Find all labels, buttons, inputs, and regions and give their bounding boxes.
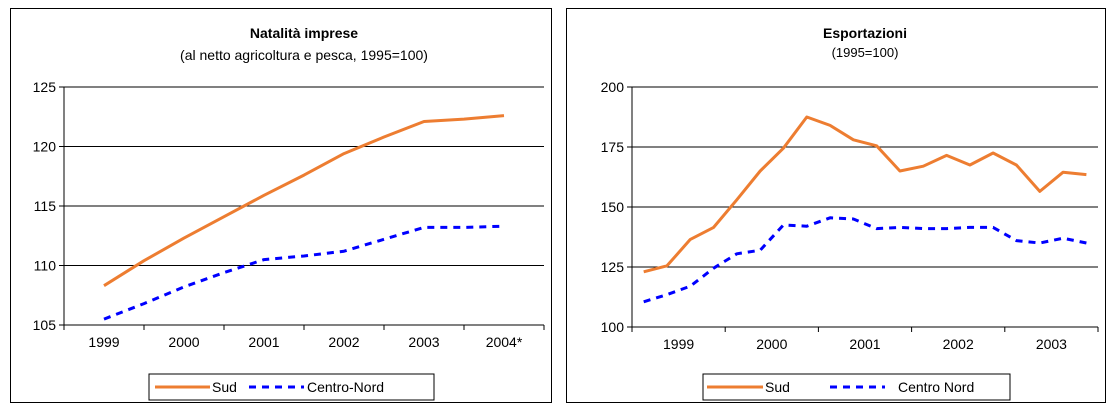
x-tick-label: 2003 [408, 334, 439, 350]
esportazioni-chart: Esportazioni (1995=100) 100 125 150 175 200 199… [601, 25, 1099, 401]
x-tick-label: 2002 [328, 334, 359, 350]
y-tick-label: 125 [33, 79, 57, 95]
legend-label: Sud [765, 379, 790, 395]
x-tick-label: 2000 [756, 336, 787, 352]
legend-label: Centro Nord [898, 379, 974, 395]
legend-label: Centro-Nord [307, 379, 384, 395]
x-tick-label: 2000 [168, 334, 199, 350]
series-line-centro-nord [643, 216, 1087, 304]
y-tick-label: 110 [34, 258, 57, 274]
natalita-chart-panel: Natalità imprese (al netto agricoltura e … [10, 8, 552, 403]
esportazioni-chart-panel: Esportazioni (1995=100) 100 125 150 175 200 199… [566, 8, 1106, 403]
x-tick-label: 2004* [486, 334, 523, 350]
x-tick-label: 2001 [849, 336, 880, 352]
chart-subtitle: (al netto agricoltura e pesca, 1995=100) [180, 47, 428, 63]
chart-subtitle: (1995=100) [832, 45, 899, 60]
chart-title: Esportazioni [823, 25, 907, 41]
x-tick-label: 1999 [88, 334, 119, 350]
y-tick-label: 125 [601, 259, 625, 275]
x-tick-label: 2002 [943, 336, 974, 352]
series-line-sud [643, 115, 1087, 274]
y-tick-label: 200 [601, 79, 625, 95]
natalita-chart: Natalità imprese (al netto agricoltura e … [33, 25, 545, 401]
y-tick-label: 105 [33, 317, 57, 333]
legend-label: Sud [212, 379, 237, 395]
y-tick-label: 120 [33, 139, 57, 155]
x-tick-label: 2001 [248, 334, 279, 350]
y-tick-label: 100 [601, 319, 625, 335]
y-tick-label: 175 [601, 139, 625, 155]
x-tick-label: 1999 [663, 336, 694, 352]
series-line-sud [103, 114, 505, 287]
x-tick-label: 2003 [1036, 336, 1067, 352]
y-tick-label: 115 [34, 198, 57, 214]
y-tick-label: 150 [601, 199, 625, 215]
chart-title: Natalità imprese [250, 25, 358, 41]
series-line-centro-nord [103, 224, 505, 321]
